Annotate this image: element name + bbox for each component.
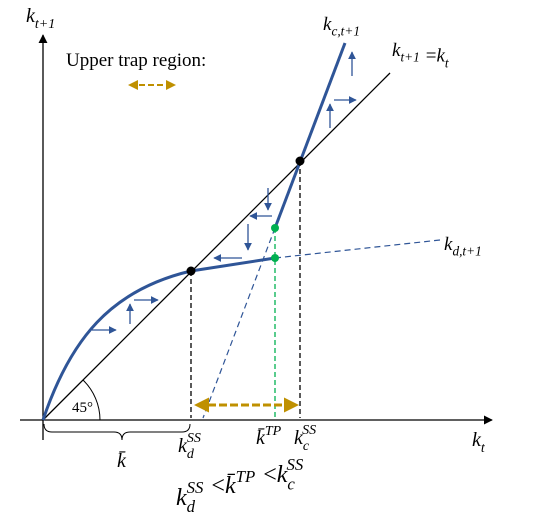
tp-point (271, 254, 279, 262)
y-axis-label: kt+1 (26, 5, 55, 32)
kd-curve (41, 256, 276, 421)
label-base: k (323, 14, 332, 35)
tp-point (271, 224, 279, 232)
label-sub: d (187, 497, 196, 516)
label-eq: = (426, 46, 437, 67)
kc-extension (202, 227, 276, 419)
label-base: k (26, 5, 36, 27)
label-sub: t (481, 441, 486, 456)
diagonal-label: kt+1 =kt (392, 40, 449, 70)
trap-region-label: Upper trap region: (66, 50, 206, 71)
label-sup: SS (302, 423, 316, 438)
label-base: k̄ (256, 427, 266, 449)
label-base: k (277, 462, 288, 488)
kbar-label: k̄ (117, 450, 127, 472)
kc-label: kc,t+1 (323, 14, 360, 39)
label-base: k (436, 46, 445, 67)
label-sub: c,t+1 (331, 24, 360, 39)
kd-label: kd,t+1 (444, 234, 482, 259)
kc-ss-label: kcSS (294, 423, 316, 454)
label-sub: d,t+1 (452, 244, 481, 259)
label-sub: c (303, 439, 310, 454)
kbar-tp-label: k̄TP (256, 424, 282, 449)
angle-arc (82, 379, 101, 421)
inequality-op: < (211, 473, 225, 499)
axes (20, 34, 493, 440)
label-sup: SS (187, 478, 204, 497)
kd-ss-point (186, 266, 196, 276)
label-sub: t+1 (35, 17, 55, 32)
label-sub: c (287, 474, 295, 493)
dynamics-arrows (92, 51, 357, 334)
label-base: k (392, 40, 401, 61)
angle-label: 45° (72, 400, 93, 416)
label-sup: SS (286, 455, 303, 474)
label-sup: SS (187, 431, 201, 446)
kc-ss-point (295, 156, 305, 166)
diagonal-line (42, 72, 391, 421)
inequality-op: < (263, 462, 277, 488)
kd-ss-label: kdSS (178, 431, 201, 462)
label-base: k (178, 435, 188, 457)
label-sup: TP (265, 424, 282, 439)
label-base: k̄ (225, 473, 236, 499)
label-base: k̄ (117, 450, 127, 472)
kc-curve (273, 42, 347, 229)
label-sub: t (445, 55, 449, 70)
label-base: k (176, 485, 187, 511)
kd-extension (274, 239, 441, 259)
label-sup: TP (236, 467, 256, 486)
inequality: kdSS <k̄TP <kcSS (176, 455, 304, 516)
label-base: k (472, 429, 482, 451)
x-axis-label: kt (472, 429, 486, 456)
brace (43, 423, 191, 441)
label-base: k (294, 427, 304, 449)
label-sub: t+1 (400, 50, 419, 65)
label-sub: d (187, 447, 195, 462)
label-base: k (444, 234, 453, 255)
